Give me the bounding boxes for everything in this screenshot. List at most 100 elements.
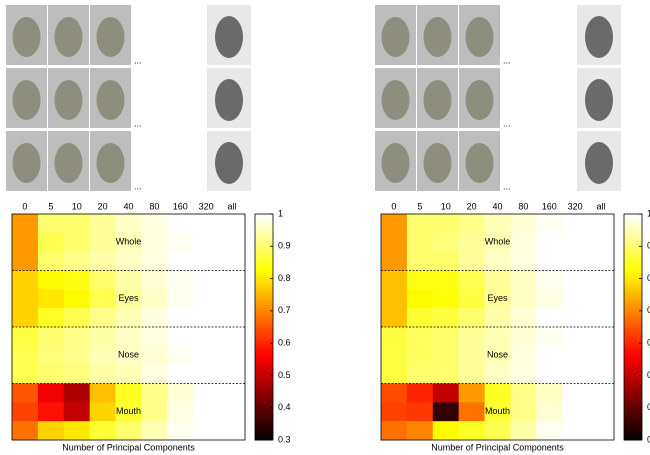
heatmap-cell [12,365,38,384]
heatmap-cell [116,327,142,346]
heatmap-cell [12,421,38,440]
heatmap-cell [38,233,64,252]
heatmap-cell [407,308,433,327]
heatmap-cell [407,402,433,421]
heatmap-cell [485,365,511,384]
colorbar-swatch [255,411,273,415]
ellipsis: ... [503,181,511,191]
heatmap-cell [219,289,245,308]
heatmap-cell [116,271,142,290]
heatmap-cell [141,346,167,365]
heatmap-cell [38,384,64,403]
heatmap-cell [38,214,64,233]
heatmap-cell [485,271,511,290]
colorbar-swatch [624,356,642,360]
group-label: Whole [485,237,511,247]
heatmap-cell [381,346,407,365]
heatmap-cell [459,271,485,290]
colorbar-swatch [255,337,273,341]
colorbar-tick-label: 0.8 [278,273,291,283]
x-tick-label: 320 [199,201,214,211]
colorbar-swatch [624,427,642,431]
heatmap-cell [510,289,536,308]
heatmap-cell [588,252,614,271]
heatmap-cell [38,271,64,290]
x-tick-label: 320 [568,201,583,211]
heatmap-cell [193,214,219,233]
heatmap-cell [193,346,219,365]
colorbar-swatch [255,414,273,418]
face-shape [55,17,83,57]
heatmap-cell [459,233,485,252]
heatmap-cell [193,384,219,403]
heatmap-cell [485,252,511,271]
colorbar-swatch [255,385,273,389]
colorbar-swatch [255,269,273,273]
colorbar-swatch [624,388,642,392]
heatmap-cell [193,308,219,327]
heatmap-cell [536,271,562,290]
ellipsis: ... [503,118,511,128]
x-tick-label: 80 [518,201,528,211]
colorbar-swatch [255,327,273,331]
colorbar-swatch [255,366,273,370]
colorbar-swatch [255,379,273,383]
x-tick-label: 0 [22,201,27,211]
colorbar-swatch [255,353,273,357]
colorbar-swatch [624,279,642,283]
ellipsis: ... [134,55,142,65]
heatmap-cell [407,289,433,308]
colorbar-swatch [624,266,642,270]
heatmap-cell [90,308,116,327]
face-shape [424,17,452,57]
heatmap-cell [90,289,116,308]
heatmap-cell [167,289,193,308]
heatmap-cell [141,214,167,233]
heatmap-cell [141,365,167,384]
heatmap-cell [219,308,245,327]
group-label: Mouth [485,406,510,416]
colorbar-swatch [255,291,273,295]
heatmap-cell [12,233,38,252]
heatmap-cell [64,308,90,327]
colorbar-swatch [624,369,642,373]
colorbar-swatch [624,421,642,425]
heatmap-cell [510,384,536,403]
heatmap-cell [12,384,38,403]
colorbar-swatch [255,224,273,228]
heatmap-cell [381,214,407,233]
heatmap-cell [510,271,536,290]
colorbar-swatch [624,359,642,363]
heatmap-cell [90,233,116,252]
colorbar-swatch [255,330,273,334]
heatmap-cell [536,289,562,308]
x-tick-label: 40 [492,201,502,211]
heatmap-cell [38,365,64,384]
heatmap-cell [407,214,433,233]
colorbar-swatch [255,227,273,231]
heatmap-cell [459,346,485,365]
colorbar-tick-label: 0.9 [278,241,291,251]
heatmap-cell [588,214,614,233]
heatmap-cell [64,252,90,271]
heatmap-cell [90,365,116,384]
heatmap-cell [141,402,167,421]
face-shape [382,143,410,183]
heatmap-cell [38,289,64,308]
colorbar-swatch [255,311,273,315]
colorbar-swatch [624,220,642,224]
colorbar-swatch [624,272,642,276]
heatmap-cell [536,384,562,403]
heatmap-cell [167,365,193,384]
colorbar-swatch [255,288,273,292]
colorbar-swatch [624,304,642,308]
colorbar-swatch [255,259,273,263]
face-shape [215,79,243,121]
colorbar-swatch [255,240,273,244]
heatmap-cell [407,271,433,290]
heatmap-cell [193,365,219,384]
colorbar-tick-label: 1 [278,208,283,218]
heatmap-cell [562,252,588,271]
face-shape [55,80,83,120]
heatmap-cell [588,402,614,421]
